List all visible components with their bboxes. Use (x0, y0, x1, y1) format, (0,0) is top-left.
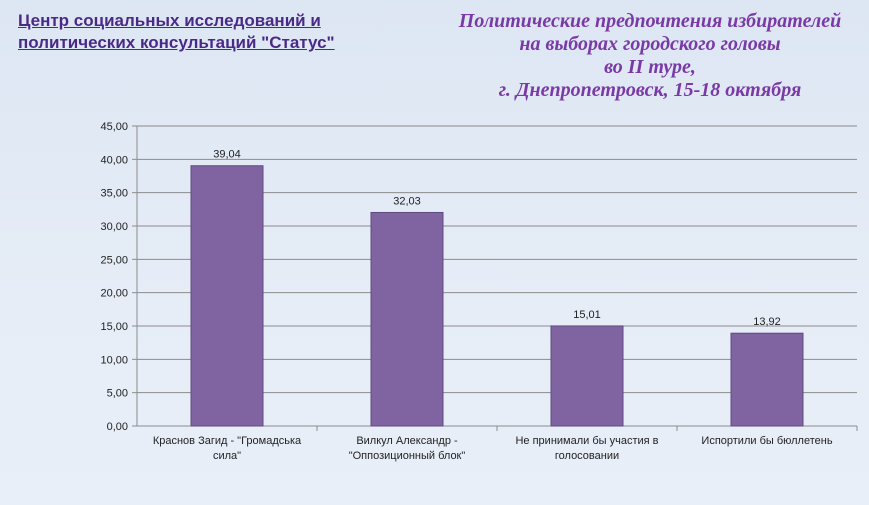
category-label: сила" (213, 450, 241, 462)
chart-title-line-1: Политические предпочтения избирателей (458, 10, 842, 32)
data-label: 15,01 (573, 309, 601, 321)
y-tick-label: 15,00 (100, 321, 128, 333)
chart-title: Политические предпочтения избирателей на… (440, 10, 860, 102)
y-tick-label: 45,00 (100, 121, 128, 133)
y-tick-label: 35,00 (100, 188, 128, 200)
org-line-1: Центр социальных исследований и (18, 11, 321, 30)
bar (550, 325, 624, 427)
bar (370, 211, 444, 427)
organization-name: Центр социальных исследований и политиче… (18, 10, 335, 54)
category-label: Краснов Загид - "Громадська (153, 435, 302, 447)
y-tick-label: 40,00 (100, 154, 128, 166)
data-label: 39,04 (213, 149, 241, 161)
y-tick-label: 20,00 (100, 288, 128, 300)
category-label: Испортили бы бюллетень (701, 435, 832, 447)
y-tick-label: 30,00 (100, 221, 128, 233)
chart-title-line-3: во II туре, (604, 56, 696, 78)
y-tick-label: 25,00 (100, 254, 128, 266)
category-label: Вилкул Александр - (356, 435, 458, 447)
category-label: "Оппозиционный блок" (349, 450, 466, 462)
category-label: голосовании (555, 450, 619, 462)
y-tick-label: 10,00 (100, 354, 128, 366)
chart-title-line-4: г. Днепропетровск, 15-18 октября (498, 79, 802, 101)
bar (730, 332, 804, 427)
bar (190, 165, 264, 427)
org-line-2: политических консультаций "Статус" (18, 33, 335, 52)
data-label: 32,03 (393, 195, 421, 207)
data-label: 13,92 (753, 316, 781, 328)
y-tick-label: 0,00 (107, 421, 128, 433)
chart-title-line-2: на выборах городского головы (519, 33, 781, 55)
category-label: Не принимали бы участия в (515, 435, 658, 447)
y-tick-label: 5,00 (107, 388, 128, 400)
